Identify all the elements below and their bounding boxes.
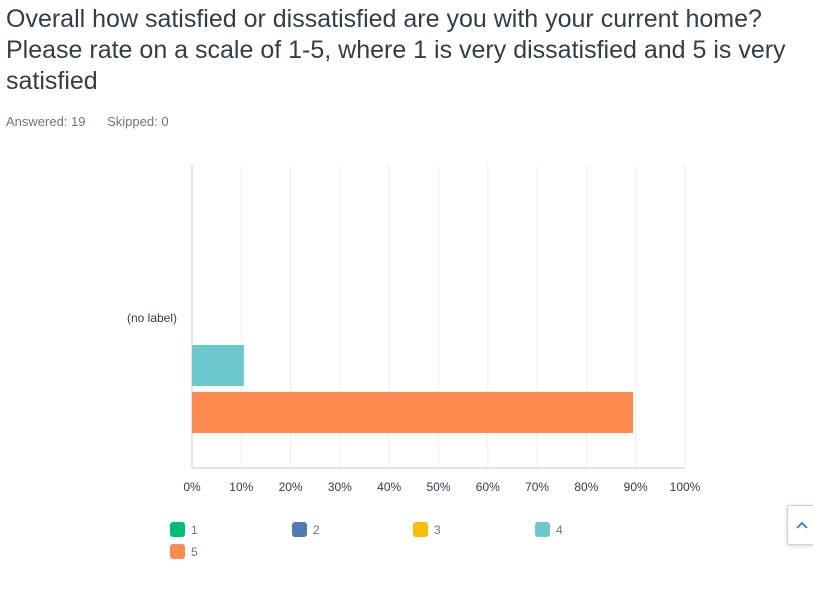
answered-count: Answered: 19 [6, 114, 86, 129]
chevron-up-icon [796, 521, 808, 529]
scroll-to-top-button[interactable] [787, 505, 813, 545]
legend-swatch-3 [413, 522, 428, 537]
x-tick-label: 20% [279, 480, 303, 494]
x-tick-label: 40% [377, 480, 401, 494]
legend-label-3: 3 [434, 523, 441, 537]
x-tick-label: 70% [525, 480, 549, 494]
x-tick-label: 90% [624, 480, 648, 494]
legend-swatch-1 [170, 522, 185, 537]
legend-swatch-4 [535, 522, 550, 537]
x-tick-label: 10% [229, 480, 253, 494]
x-tick-label: 30% [328, 480, 352, 494]
legend-label-5: 5 [191, 545, 198, 559]
x-tick-label: 60% [476, 480, 500, 494]
x-tick-label: 50% [426, 480, 450, 494]
legend-swatch-5 [170, 544, 185, 559]
question-title: Overall how satisfied or dissatisfied ar… [6, 5, 786, 95]
legend-label-2: 2 [313, 523, 320, 537]
x-tick-label: 0% [183, 480, 201, 494]
category-label: (no label) [127, 311, 177, 325]
legend-swatch-2 [292, 522, 307, 537]
legend-label-1: 1 [191, 523, 198, 537]
x-tick-label: 100% [670, 480, 701, 494]
response-stats: Answered: 19 Skipped: 0 [6, 114, 187, 129]
x-tick-label: 80% [574, 480, 598, 494]
bar-chart: 0% 10% 20% 30% 40% 50% 60% 70% 80% 90% 100% (no lab… [127, 165, 701, 559]
bar-series-4 [192, 345, 244, 386]
skipped-count: Skipped: 0 [107, 114, 169, 129]
bar-series-5 [192, 392, 634, 433]
legend-label-4: 4 [556, 523, 563, 537]
